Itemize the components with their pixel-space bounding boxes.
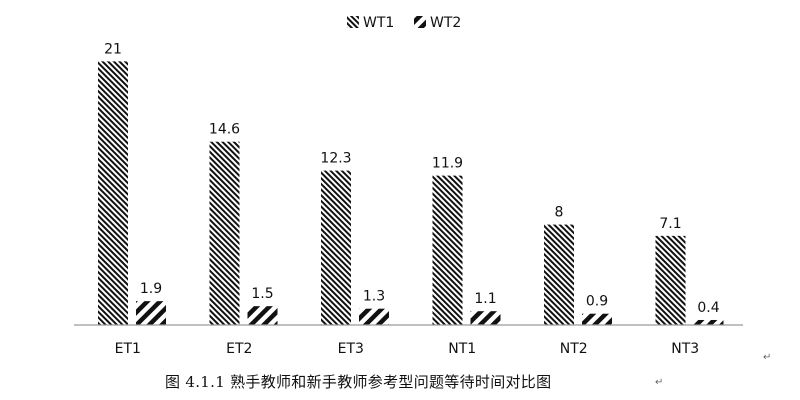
- data-label-wt2-nt2: 0.9: [586, 294, 608, 310]
- data-label-wt1-et2: 14.6: [209, 122, 240, 138]
- x-tick-label-nt2: NT2: [560, 341, 588, 357]
- bar-wt1-et2: [209, 141, 240, 325]
- figure-caption: 图 4.1.1 熟手教师和新手教师参考型问题等待时间对比图: [165, 373, 552, 391]
- legend-label-wt1: WT1: [363, 15, 394, 31]
- bar-wt2-et2: [247, 306, 278, 325]
- x-tick-label-et3: ET3: [338, 341, 364, 357]
- data-label-wt2-nt1: 1.1: [474, 291, 496, 307]
- data-label-wt1-nt2: 8: [555, 205, 564, 221]
- bar-wt2-et1: [136, 301, 166, 325]
- data-label-wt1-et1: 21: [104, 41, 122, 57]
- bar-wt1-nt3: [655, 235, 686, 325]
- x-tick-label-et1: ET1: [115, 341, 141, 357]
- data-label-wt1-et3: 12.3: [320, 151, 351, 167]
- legend-label-wt2: WT2: [430, 15, 461, 31]
- plot-area: 21 1.9 ET1 14.6 1.5 ET2 12.3 1.3 ET3 11.9 1.1 NT1 8 0…: [98, 41, 724, 357]
- legend: WT1 WT2: [347, 15, 461, 31]
- bar-wt1-nt1: [432, 175, 463, 325]
- data-label-wt2-et1: 1.9: [140, 281, 162, 297]
- bar-wt2-nt2: [582, 313, 612, 325]
- x-tick-label-nt3: NT3: [671, 341, 699, 357]
- legend-swatch-wt2: [414, 16, 426, 28]
- x-tick-label-et2: ET2: [226, 341, 252, 357]
- paragraph-mark-caption: ↵: [655, 377, 664, 388]
- data-label-wt2-et2: 1.5: [251, 286, 273, 302]
- data-label-wt1-nt3: 7.1: [659, 216, 681, 232]
- data-label-wt2-nt3: 0.4: [697, 300, 719, 316]
- bar-wt1-et3: [321, 170, 351, 325]
- x-tick-label-nt1: NT1: [448, 341, 476, 357]
- bar-wt2-nt1: [470, 311, 501, 325]
- bar-wt1-nt2: [544, 224, 574, 325]
- paragraph-mark: ↵: [763, 352, 772, 363]
- bar-wt2-et3: [359, 308, 389, 325]
- data-label-wt1-nt1: 11.9: [432, 156, 463, 172]
- data-label-wt2-et3: 1.3: [363, 289, 385, 305]
- bar-wt1-et1: [98, 61, 128, 325]
- legend-swatch-wt1: [347, 16, 359, 28]
- bar-wt2-nt3: [693, 319, 724, 325]
